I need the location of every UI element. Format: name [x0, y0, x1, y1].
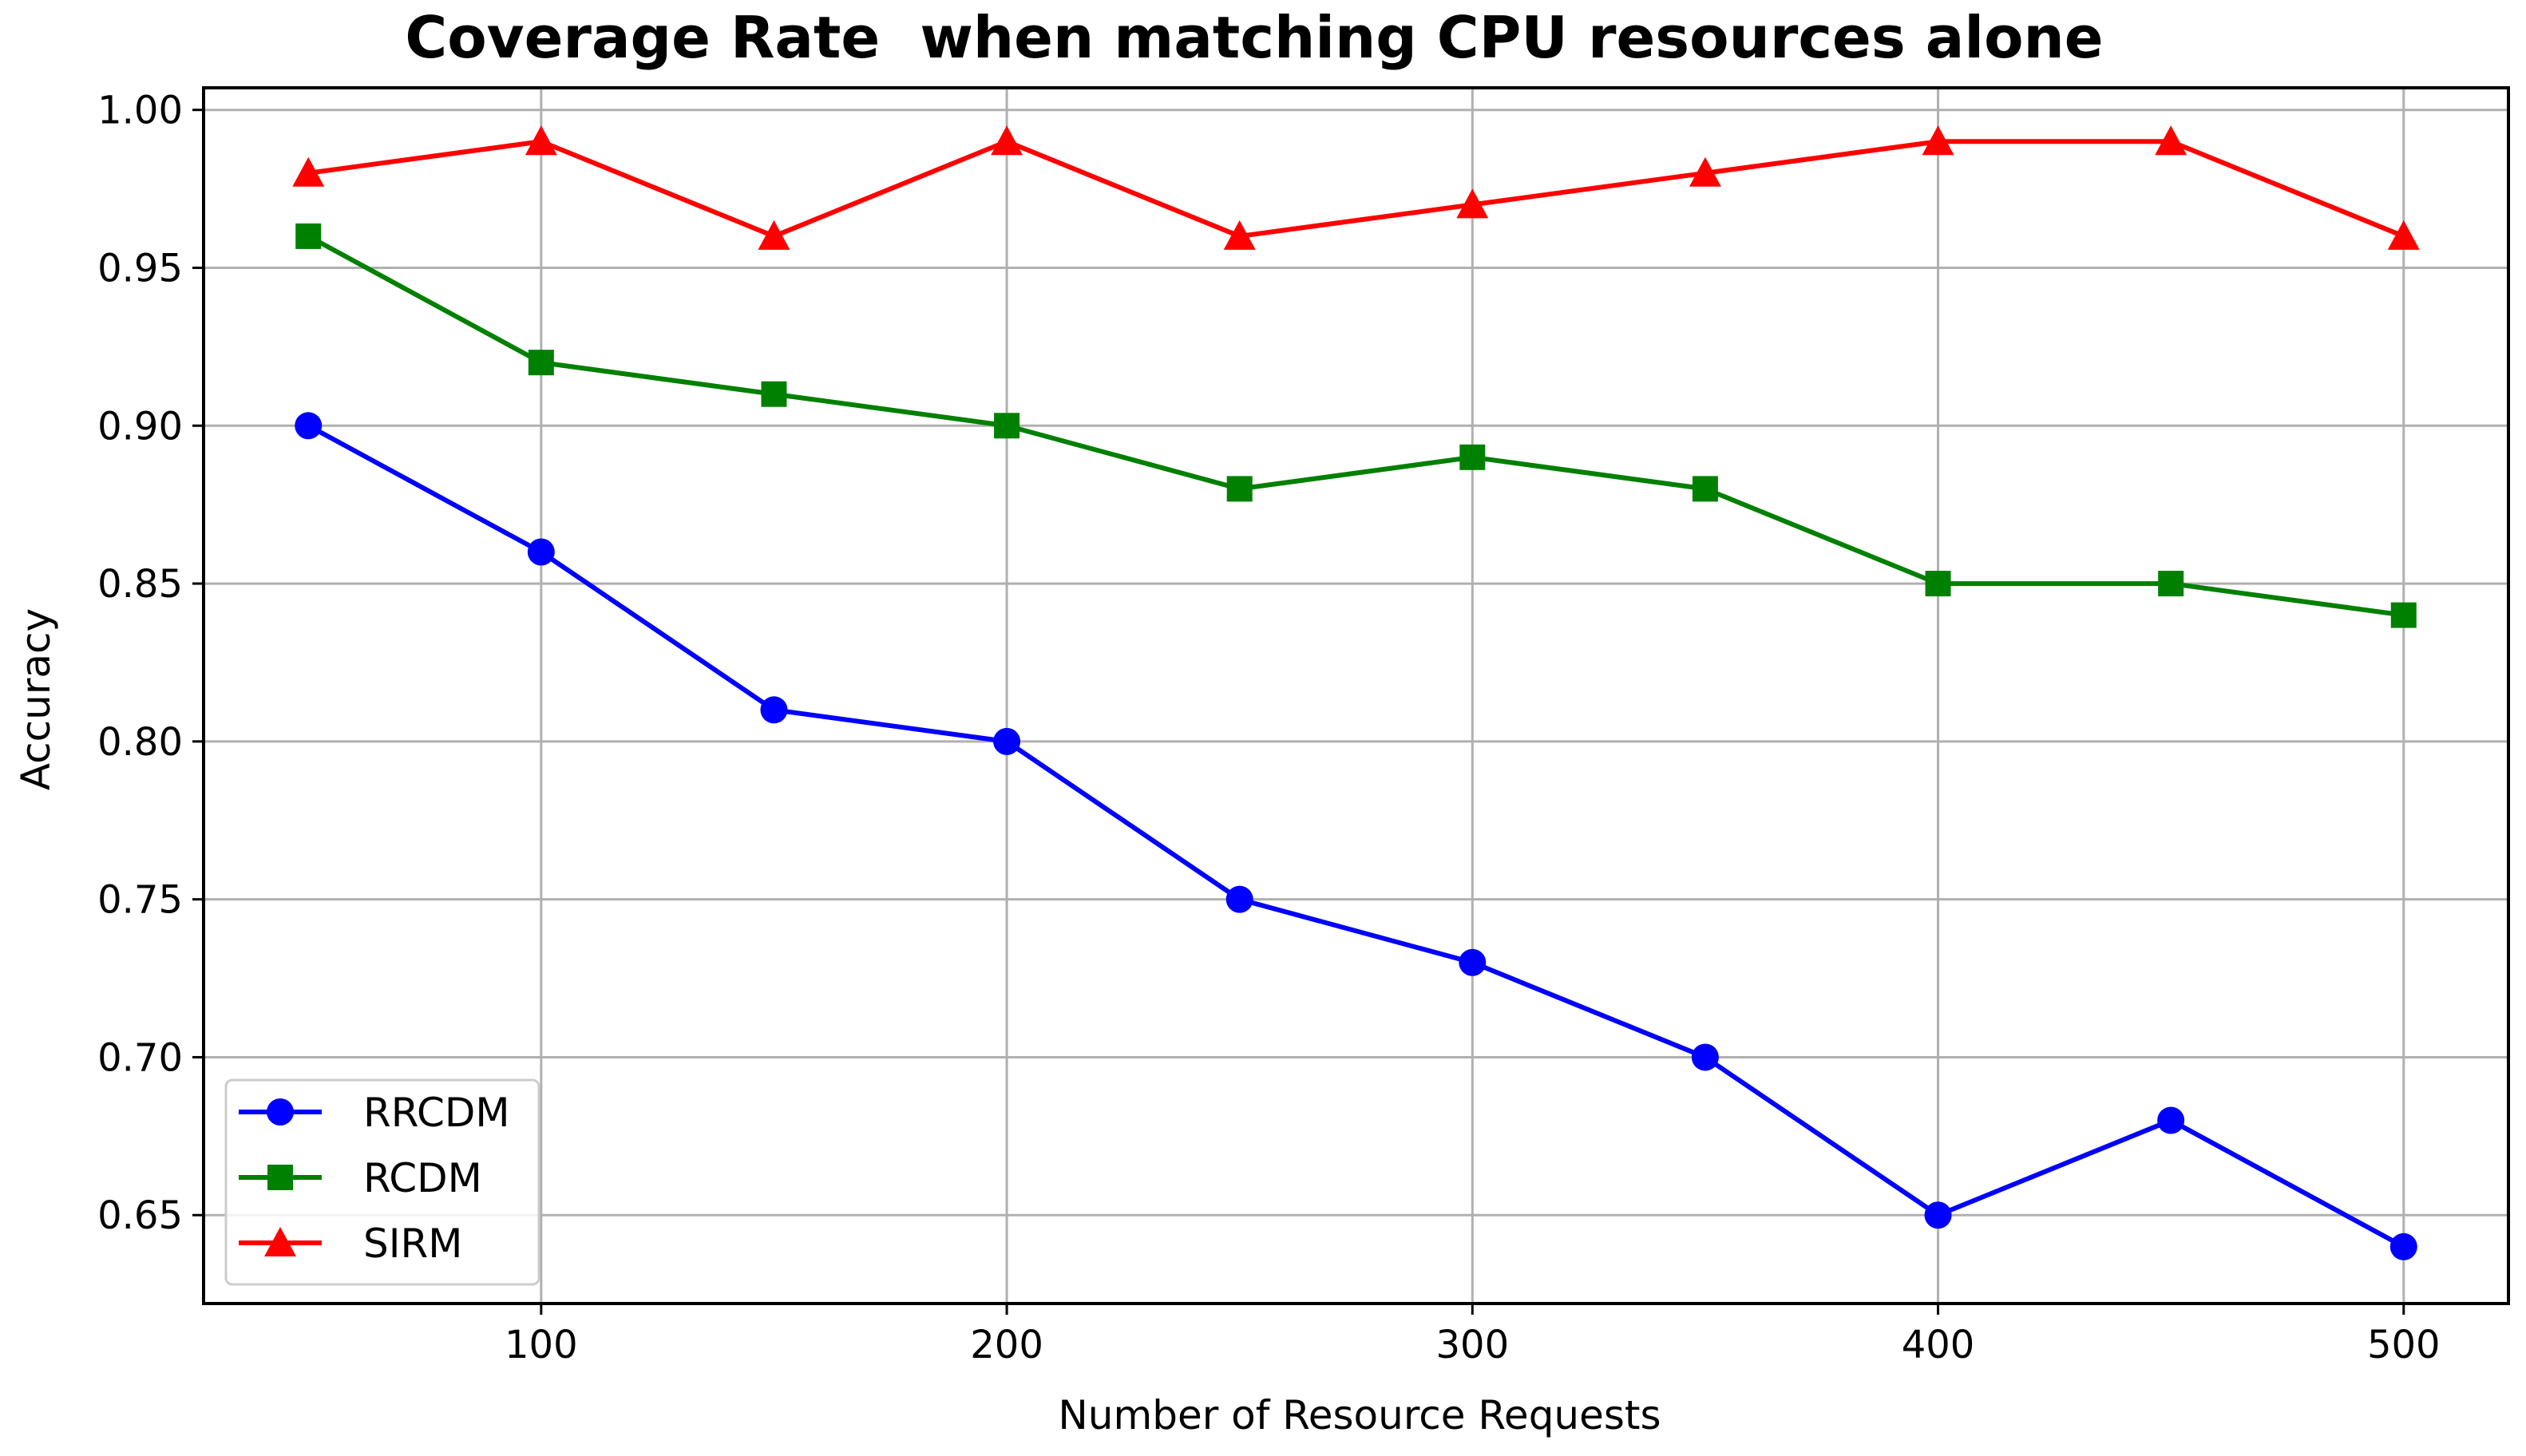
data-point-sirm [758, 220, 790, 250]
data-point-rcdm [1925, 571, 1951, 597]
data-point-rcdm [2390, 602, 2417, 628]
legend-label-sirm: SIRM [363, 1221, 462, 1267]
x-tick-label: 400 [1902, 1323, 1975, 1367]
data-point-rcdm [994, 413, 1020, 439]
data-point-rrcdm [295, 412, 323, 440]
data-point-rrcdm [1225, 885, 1253, 913]
series-rrcdm [295, 412, 2417, 1260]
series-line-rcdm [307, 234, 2405, 618]
data-point-rcdm [528, 350, 554, 376]
y-tick-label: 0.80 [97, 720, 183, 765]
data-point-rrcdm [760, 696, 788, 724]
x-tick-label: 200 [970, 1323, 1043, 1367]
data-point-rrcdm [527, 538, 555, 566]
legend-marker-sirm [264, 1227, 296, 1256]
data-point-rcdm [1459, 444, 1486, 470]
legend-box [224, 1078, 540, 1286]
legend-marker-rcdm [267, 1165, 293, 1190]
legend-label-rcdm: RCDM [363, 1155, 482, 1201]
data-point-rrcdm [1459, 948, 1487, 976]
series-line-rrcdm [307, 423, 2405, 1249]
legend: RRCDM RCDM SIRM [224, 1078, 540, 1286]
data-point-sirm [2155, 125, 2187, 156]
data-point-rcdm [2158, 571, 2184, 597]
series-sirm [292, 125, 2420, 250]
data-point-rrcdm [993, 727, 1021, 755]
series-rcdm [295, 223, 2417, 628]
data-point-rcdm [1692, 476, 1718, 502]
y-tick-label: 0.90 [97, 404, 183, 449]
axis-ticks: 100 200 300 400 500 0.65 0.70 0.75 0.80 0.85 0.90 0… [97, 89, 2440, 1367]
data-point-rrcdm [2389, 1232, 2417, 1260]
data-point-sirm [1689, 156, 1721, 187]
data-point-rcdm [295, 223, 322, 249]
y-tick-label: 0.85 [97, 562, 183, 607]
x-tick-label: 100 [505, 1323, 578, 1367]
data-point-rrcdm [1691, 1043, 1719, 1071]
data-point-sirm [1223, 220, 1256, 250]
legend-item-sirm: SIRM [239, 1221, 462, 1267]
legend-label-rrcdm: RRCDM [363, 1090, 510, 1136]
data-point-sirm [525, 125, 557, 156]
data-point-rrcdm [1924, 1201, 1952, 1229]
series-line-sirm [307, 139, 2405, 239]
data-point-rcdm [761, 381, 787, 407]
y-axis-label: Accuracy [13, 608, 59, 790]
data-point-sirm [991, 125, 1023, 156]
plot-frame [202, 86, 2510, 1305]
y-tick-label: 0.95 [97, 246, 183, 291]
chart-title: Coverage Rate when matching CPU resource… [405, 4, 2103, 71]
data-point-sirm [1922, 125, 1954, 156]
x-axis-label: Number of Resource Requests [1058, 1392, 1661, 1438]
x-tick-label: 300 [1435, 1323, 1509, 1367]
y-tick-label: 0.70 [97, 1035, 183, 1080]
data-point-rrcdm [2157, 1106, 2185, 1134]
legend-item-rcdm: RCDM [239, 1155, 482, 1201]
data-point-sirm [2387, 220, 2420, 250]
y-tick-label: 0.65 [97, 1193, 183, 1238]
legend-marker-rrcdm [267, 1098, 294, 1126]
data-point-sirm [292, 156, 325, 187]
data-point-rcdm [1226, 476, 1253, 502]
data-point-sirm [1456, 188, 1489, 219]
y-tick-label: 1.00 [97, 89, 183, 133]
legend-item-rrcdm: RRCDM [239, 1090, 510, 1136]
y-tick-label: 0.75 [97, 878, 183, 923]
x-tick-label: 500 [2367, 1323, 2441, 1367]
series-layer [292, 125, 2420, 1260]
